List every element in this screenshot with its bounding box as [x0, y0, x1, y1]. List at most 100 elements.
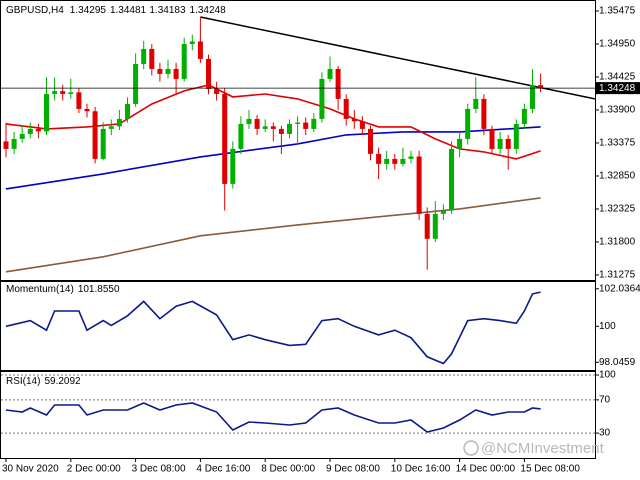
panel-title: Momentum(14) 101.8550: [6, 284, 120, 295]
overlay-line: [5, 197, 541, 273]
candle-body: [76, 92, 82, 109]
candle-body: [222, 93, 228, 184]
candle-body: [116, 118, 122, 127]
candle-body: [125, 103, 130, 119]
x-tick-label: 8 Dec 00:00: [261, 464, 315, 475]
watermark-logo: [463, 440, 479, 456]
indicator-line: [5, 291, 541, 365]
y-tick-label: 102.0364: [599, 283, 640, 294]
chart-title: GBPUSD,H4: [6, 5, 64, 16]
candle-body: [246, 118, 252, 124]
y-tick-label: 1.34950: [599, 39, 636, 50]
candle-body: [230, 148, 236, 184]
panel-name: Momentum(14): [6, 284, 74, 295]
candle-body: [100, 128, 106, 159]
panel-name: RSI(14): [6, 376, 40, 387]
candle-body: [319, 78, 325, 119]
candle-body: [489, 128, 495, 149]
candle-body: [327, 68, 333, 79]
rsi-panel-frame: [0, 371, 596, 459]
x-tick-label: 30 Nov 2020: [2, 464, 59, 475]
main-panel-frame: [0, 0, 596, 281]
candle-body: [416, 156, 422, 214]
candle-body: [457, 138, 463, 149]
candle-body: [60, 91, 66, 94]
candle-body: [343, 98, 349, 119]
candle-body: [165, 68, 171, 74]
candle-body: [92, 111, 98, 159]
x-tick-label: 14 Dec 00:00: [456, 464, 516, 475]
panel-title: RSI(14) 59.2092: [6, 376, 81, 387]
x-tick-label: 9 Dec 08:00: [326, 464, 380, 475]
panel-value: 59.2092: [44, 376, 81, 387]
y-tick-label: 98.0459: [599, 357, 636, 368]
candle-body: [408, 156, 414, 159]
candle-body: [513, 123, 519, 149]
candle-body: [254, 118, 260, 129]
candle-body: [149, 48, 155, 69]
last-low: 1.34183: [149, 5, 186, 16]
y-tick-label: 1.33375: [599, 138, 636, 149]
candle-body: [481, 98, 487, 129]
candle-body: [335, 68, 341, 99]
candle-body: [351, 118, 357, 122]
candle-body: [84, 108, 90, 112]
candle-body: [157, 68, 163, 74]
candle-body: [432, 213, 438, 239]
candle-body: [181, 43, 187, 79]
watermark: @NCMInvestment: [463, 440, 605, 457]
candle-body: [189, 41, 195, 44]
candle-body: [303, 122, 309, 129]
candle-body: [238, 123, 244, 149]
candle-body: [449, 148, 454, 211]
x-tick-label: 10 Dec 16:00: [391, 464, 451, 475]
candle-body: [11, 138, 17, 149]
candle-body: [497, 138, 503, 149]
chart-header: GBPUSD,H4 1.34295 1.34481 1.34183 1.34248: [6, 5, 226, 16]
last-high: 1.34481: [110, 5, 147, 16]
candle-body: [368, 128, 373, 154]
candle-body: [206, 58, 211, 89]
y-tick-label: 100: [599, 321, 616, 332]
candle-body: [440, 210, 446, 214]
candle-body: [295, 122, 301, 124]
candle-body: [270, 126, 276, 129]
indicator-line: [5, 402, 541, 433]
candle-body: [68, 92, 74, 94]
candle-body: [384, 158, 390, 164]
y-tick-label: 1.33900: [599, 105, 636, 116]
momentum-panel-frame: [0, 281, 596, 371]
candle-body: [173, 68, 179, 79]
candle-body: [52, 91, 58, 94]
candle-body: [133, 63, 139, 104]
y-tick-label: 70: [599, 395, 611, 406]
y-tick-label: 1.31275: [599, 270, 636, 281]
candle-body: [424, 213, 430, 239]
candle-body: [392, 158, 398, 164]
y-tick-label: 1.32325: [599, 204, 636, 215]
candle-body: [214, 88, 220, 94]
watermark-text: @NCMInvestment: [481, 440, 605, 457]
candle-body: [473, 98, 479, 109]
overlay-line: [200, 16, 596, 100]
candle-body: [530, 85, 535, 109]
candle-body: [538, 85, 544, 89]
candle-body: [465, 108, 471, 139]
candle-body: [521, 108, 527, 124]
candle-body: [27, 128, 33, 134]
candle-body: [3, 141, 9, 149]
candle-body: [311, 118, 317, 129]
x-tick-label: 2 Dec 00:00: [67, 464, 121, 475]
y-tick-label: 1.34425: [599, 72, 636, 83]
last-close: 1.34248: [190, 5, 227, 16]
candle-body: [141, 48, 147, 64]
x-tick-label: 3 Dec 08:00: [132, 464, 186, 475]
last-price-box: [596, 82, 640, 95]
x-tick-label: 4 Dec 16:00: [196, 464, 250, 475]
y-tick-label: 30: [599, 428, 611, 439]
candle-body: [108, 126, 114, 129]
last-price-label: 1.34248: [599, 83, 636, 94]
candle-body: [35, 128, 41, 132]
